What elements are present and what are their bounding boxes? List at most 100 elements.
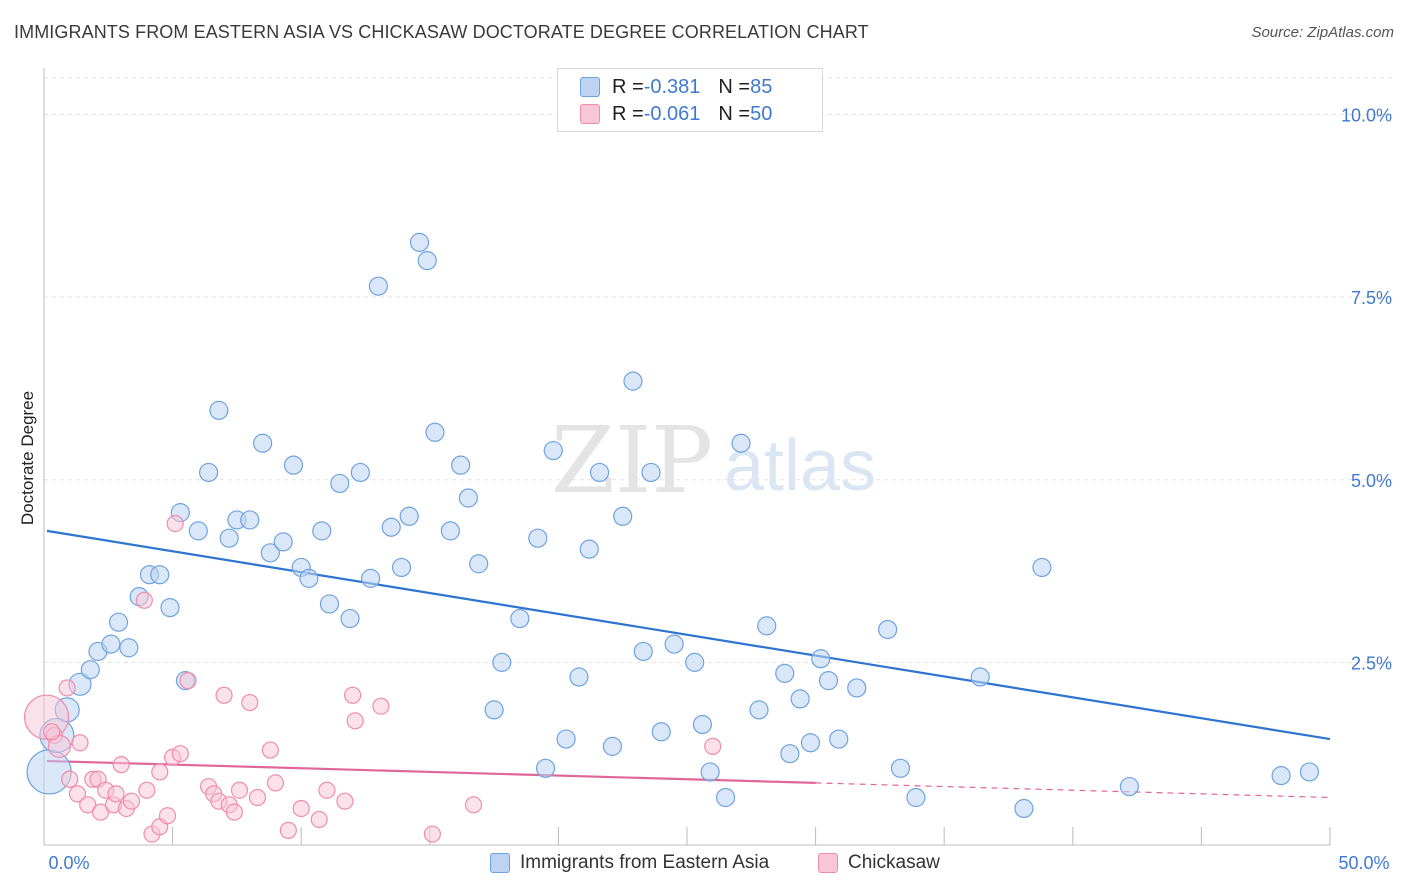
point-eastern-asia xyxy=(469,554,489,574)
point-eastern-asia xyxy=(399,506,419,526)
bottom-legend-label: Chickasaw xyxy=(848,852,940,873)
point-chickasaw xyxy=(166,514,184,533)
point-eastern-asia xyxy=(790,689,810,709)
point-eastern-asia xyxy=(829,729,849,749)
point-chickasaw xyxy=(71,734,89,752)
bottom-legend-eastern-asia: Immigrants from Eastern Asia xyxy=(490,852,769,874)
tick-labels: 2.5% 5.0% 7.5% 10.0% 0.0% 50.0% xyxy=(48,106,1392,873)
point-chickasaw xyxy=(279,821,297,839)
point-eastern-asia xyxy=(240,510,260,530)
legend-r-label: R = xyxy=(612,102,644,125)
point-chickasaw xyxy=(372,697,390,715)
x-tick-label: 50.0% xyxy=(1338,853,1389,873)
point-chickasaw xyxy=(464,796,483,814)
point-eastern-asia xyxy=(1032,557,1052,578)
point-chickasaw xyxy=(310,810,328,829)
point-chickasaw xyxy=(225,803,243,821)
point-chickasaw xyxy=(138,781,156,799)
point-eastern-asia xyxy=(350,462,370,483)
trend-line-chickasaw-extension xyxy=(815,782,1331,799)
point-chickasaw xyxy=(215,686,233,704)
point-eastern-asia xyxy=(970,667,990,687)
point-eastern-asia xyxy=(641,462,661,483)
point-eastern-asia xyxy=(847,678,867,698)
point-chickasaw xyxy=(151,763,169,781)
trend-line-eastern-asia xyxy=(46,529,1331,741)
point-eastern-asia xyxy=(319,594,340,614)
point-eastern-asia xyxy=(780,744,800,764)
point-eastern-asia xyxy=(330,473,350,494)
point-chickasaw xyxy=(704,737,722,755)
point-eastern-asia xyxy=(260,543,280,563)
point-chickasaw xyxy=(68,785,87,803)
point-chickasaw xyxy=(91,803,110,821)
point-chickasaw xyxy=(79,796,97,814)
bottom-legend-chickasaw: Chickasaw xyxy=(818,852,940,874)
watermark: ZIP atlas xyxy=(551,407,876,514)
legend-n-value: 50 xyxy=(750,102,773,125)
point-eastern-asia xyxy=(458,488,478,508)
point-eastern-asia xyxy=(731,433,751,453)
point-chickasaw xyxy=(241,693,259,712)
legend-n-label: N = xyxy=(718,102,751,125)
point-eastern-asia xyxy=(425,422,445,442)
point-eastern-asia xyxy=(664,634,684,654)
point-eastern-asia xyxy=(715,787,736,808)
point-chickasaw xyxy=(230,781,249,799)
point-eastern-asia xyxy=(199,462,219,483)
point-eastern-asia xyxy=(108,612,129,632)
point-eastern-asia xyxy=(1299,762,1320,782)
point-eastern-asia xyxy=(1014,798,1034,819)
point-eastern-asia xyxy=(749,700,769,720)
point-eastern-asia xyxy=(633,641,653,662)
point-eastern-asia xyxy=(484,700,504,720)
point-eastern-asia xyxy=(700,762,720,782)
point-eastern-asia xyxy=(510,608,530,629)
point-eastern-asia xyxy=(391,557,412,578)
point-eastern-asia xyxy=(613,506,633,526)
data-points xyxy=(23,232,1320,843)
point-eastern-asia xyxy=(253,433,273,453)
point-eastern-asia xyxy=(219,528,239,548)
point-chickasaw xyxy=(318,781,336,799)
point-eastern-asia xyxy=(811,649,831,669)
point-eastern-asia xyxy=(440,521,460,541)
point-chickasaw xyxy=(135,591,153,609)
point-chickasaw xyxy=(43,723,61,741)
point-eastern-asia xyxy=(543,440,563,461)
point-eastern-asia xyxy=(273,532,293,552)
grid-lines xyxy=(44,77,1394,663)
point-eastern-asia xyxy=(906,787,926,808)
y-tick-label: 10.0% xyxy=(1341,106,1392,126)
point-eastern-asia xyxy=(409,232,430,252)
y-axis-label: Doctorate Degree xyxy=(18,390,37,526)
point-chickasaw xyxy=(179,672,197,690)
legend-row-chickasaw: R = -0.061 N = 50 xyxy=(580,101,772,127)
point-chickasaw xyxy=(171,745,189,763)
legend-r-value: -0.061 xyxy=(643,102,701,125)
point-eastern-asia xyxy=(878,619,898,640)
x-tick-label: 0.0% xyxy=(48,853,89,873)
point-eastern-asia xyxy=(101,634,121,654)
legend-swatch-eastern-asia xyxy=(580,77,600,97)
point-chickasaw xyxy=(107,785,125,803)
point-eastern-asia xyxy=(528,528,548,548)
point-eastern-asia xyxy=(579,539,599,559)
point-chickasaw xyxy=(423,825,441,843)
point-eastern-asia xyxy=(890,758,911,778)
legend-n-value: 85 xyxy=(750,75,773,98)
legend-n-label: N = xyxy=(718,75,751,98)
point-eastern-asia xyxy=(569,667,589,687)
point-eastern-asia xyxy=(1119,776,1139,797)
point-eastern-asia xyxy=(1271,766,1291,786)
point-eastern-asia xyxy=(188,521,208,541)
point-eastern-asia xyxy=(150,565,170,585)
point-eastern-asia xyxy=(209,400,229,420)
point-chickasaw xyxy=(346,712,364,730)
bottom-legend-swatch-eastern-asia xyxy=(490,853,510,873)
correlation-legend: R = -0.381 N = 85 R = -0.061 N = 50 xyxy=(557,68,823,132)
point-chickasaw xyxy=(248,788,267,807)
point-chickasaw xyxy=(122,792,141,810)
legend-r-label: R = xyxy=(612,75,644,98)
